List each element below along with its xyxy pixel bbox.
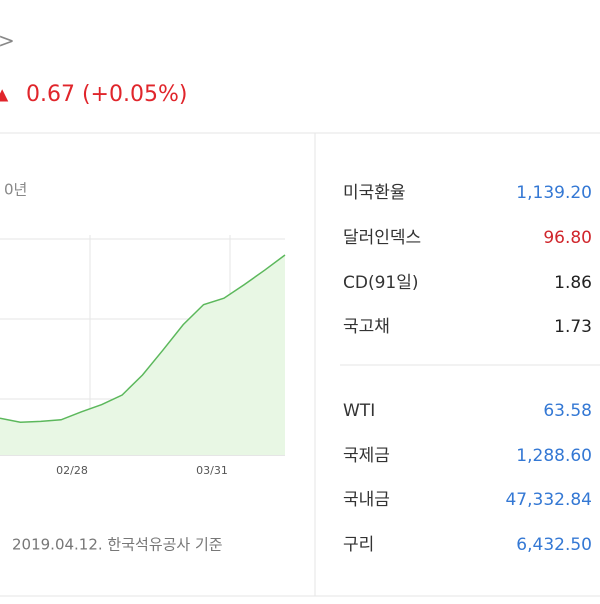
market-name: 국제금 bbox=[343, 446, 390, 466]
market-name: CD(91일) bbox=[343, 273, 419, 293]
market-value: 6,432.50 bbox=[516, 535, 592, 555]
market-name: 국고채 bbox=[343, 317, 390, 337]
market-name: 국내금 bbox=[343, 490, 390, 510]
market-name: WTI bbox=[343, 401, 375, 421]
market-list: 미국환율 1,139.20 달러인덱스 96.80 CD(91일) 1.86 국고채 1.73… bbox=[343, 183, 592, 555]
market-value: 47,332.84 bbox=[505, 490, 592, 510]
change-arrow: ▲ bbox=[0, 85, 9, 104]
market-value: 1,139.20 bbox=[516, 183, 592, 203]
x-tick-label: 03/31 bbox=[196, 464, 228, 477]
period-label: 0년 bbox=[4, 181, 27, 199]
change-text: 0.67 (+0.05%) bbox=[26, 82, 187, 107]
market-value: 63.58 bbox=[543, 401, 592, 421]
source-note: 2019.04.12. 한국석유공사 기준 bbox=[12, 536, 223, 554]
market-value: 96.80 bbox=[543, 228, 592, 248]
market-name: 미국환율 bbox=[343, 183, 406, 203]
x-tick-label: 02/28 bbox=[56, 464, 88, 477]
market-name: 달러인덱스 bbox=[343, 228, 421, 248]
market-value: 1.73 bbox=[554, 317, 592, 337]
market-name: 구리 bbox=[343, 535, 374, 555]
market-value: 1.86 bbox=[554, 273, 592, 293]
market-value: 1,288.60 bbox=[516, 446, 592, 466]
nav-arrow[interactable]: > bbox=[0, 29, 15, 53]
line-area bbox=[0, 255, 285, 455]
price-line bbox=[0, 254, 286, 423]
chart: 02/28 03/31 bbox=[0, 235, 286, 477]
